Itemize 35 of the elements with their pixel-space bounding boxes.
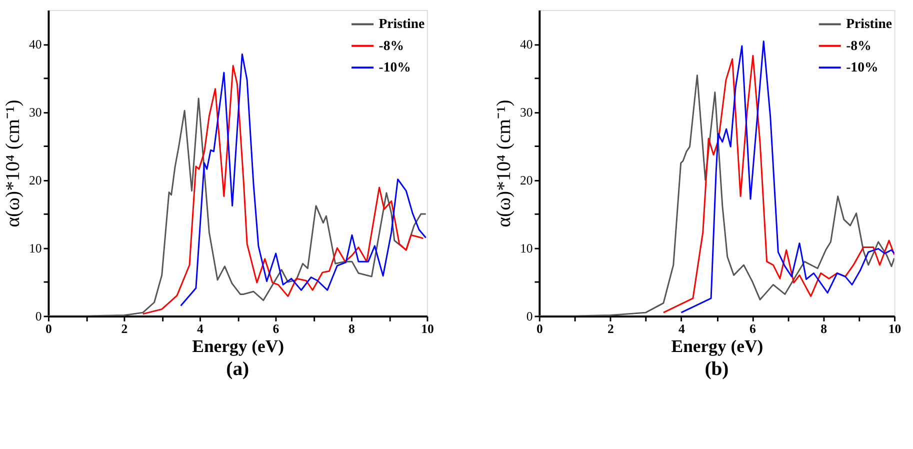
y-tick-label: 0	[526, 309, 533, 324]
x-tick-label: 4	[197, 322, 204, 336]
legend-label: Pristine	[846, 16, 892, 32]
legend-label: -8%	[378, 38, 404, 53]
y-tick-label: 40	[29, 37, 42, 52]
x-tick-label: 10	[421, 322, 434, 336]
text: (a)	[226, 358, 250, 380]
x-tick-label: 10	[888, 322, 902, 336]
legend-label: -8%	[846, 38, 872, 53]
y-tick-label: 40	[520, 37, 533, 52]
x-tick-label: 6	[272, 322, 280, 336]
y-tick-label: 20	[29, 173, 42, 188]
y-tick-label: 30	[520, 105, 533, 120]
x-tick-label: 0	[536, 322, 543, 336]
x-tick-label: 6	[750, 322, 757, 336]
legend-label: -10%	[378, 59, 411, 74]
x-tick-label: 2	[607, 322, 614, 336]
line-series	[180, 53, 427, 307]
y-tick-label: 10	[520, 241, 533, 256]
x-tick-label: 8	[348, 322, 355, 336]
y-axis-title: α(ω)*10⁴ (cm⁻¹)	[2, 100, 24, 228]
y-axis-title: α(ω)*10⁴ (cm⁻¹)	[493, 100, 516, 228]
y-tick-label: 0	[35, 309, 42, 324]
legend-label: Pristine	[378, 16, 425, 32]
y-tick-label: 30	[29, 105, 42, 120]
legend-label: -10%	[846, 59, 878, 74]
x-axis-title: Energy (eV)	[671, 336, 764, 356]
text: (b)	[704, 358, 729, 380]
x-tick-label: 4	[678, 322, 686, 336]
x-tick-label: 8	[820, 322, 827, 336]
x-tick-label: 0	[46, 322, 52, 336]
y-tick-label: 10	[29, 241, 42, 256]
y-tick-label: 20	[520, 173, 533, 188]
x-axis-title: Energy (eV)	[192, 336, 284, 356]
x-tick-label: 2	[121, 322, 128, 336]
